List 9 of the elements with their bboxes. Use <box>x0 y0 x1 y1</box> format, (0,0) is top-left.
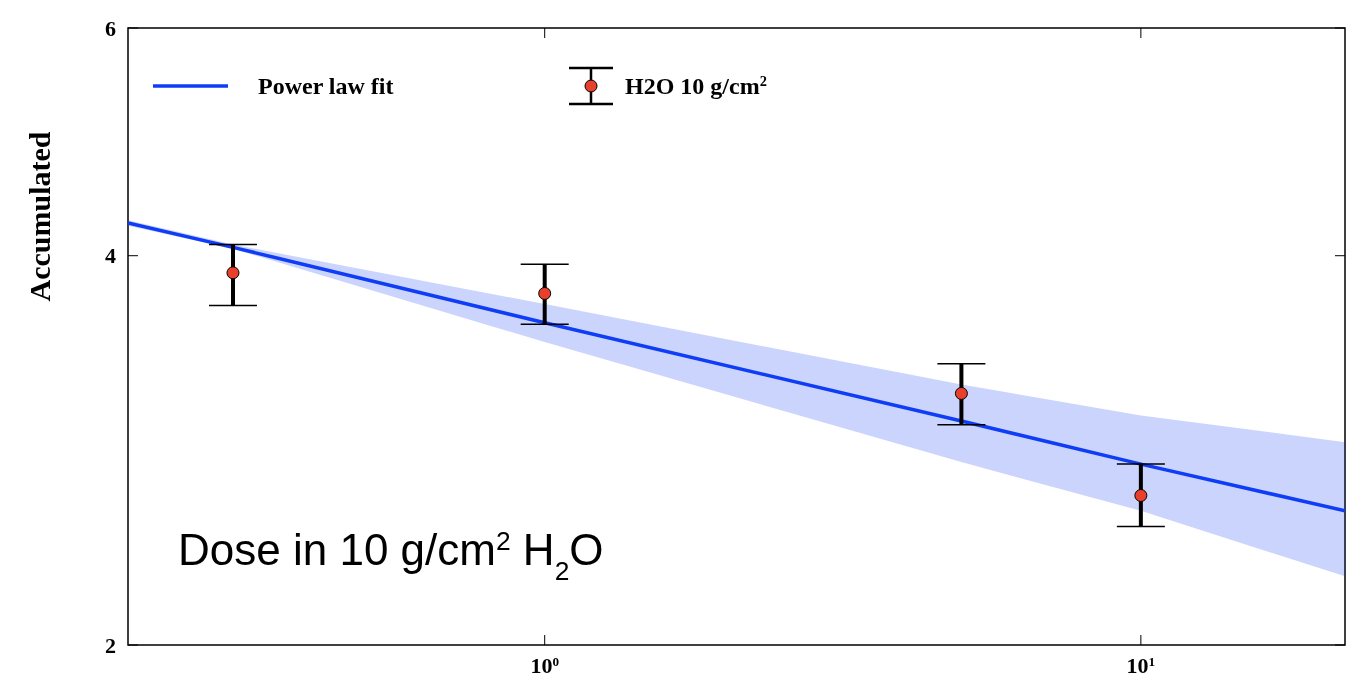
y-axis-title: Accumulated <box>23 131 56 302</box>
legend-label: H2O 10 g/cm$^{2}$ <box>625 73 767 100</box>
y-tick-label: 4 <box>105 243 116 269</box>
x-tick-label: 10$^{0}$ <box>530 653 560 678</box>
legend-label: Power law fit <box>258 73 394 100</box>
y-tick-label: 6 <box>105 15 116 41</box>
y-tick-label: 2 <box>105 632 116 658</box>
x-tick-label: 10$^{1}$ <box>1126 653 1156 678</box>
annotation: Dose in 10 g/cm$^{2}$ H$_{2}$O <box>178 525 604 586</box>
